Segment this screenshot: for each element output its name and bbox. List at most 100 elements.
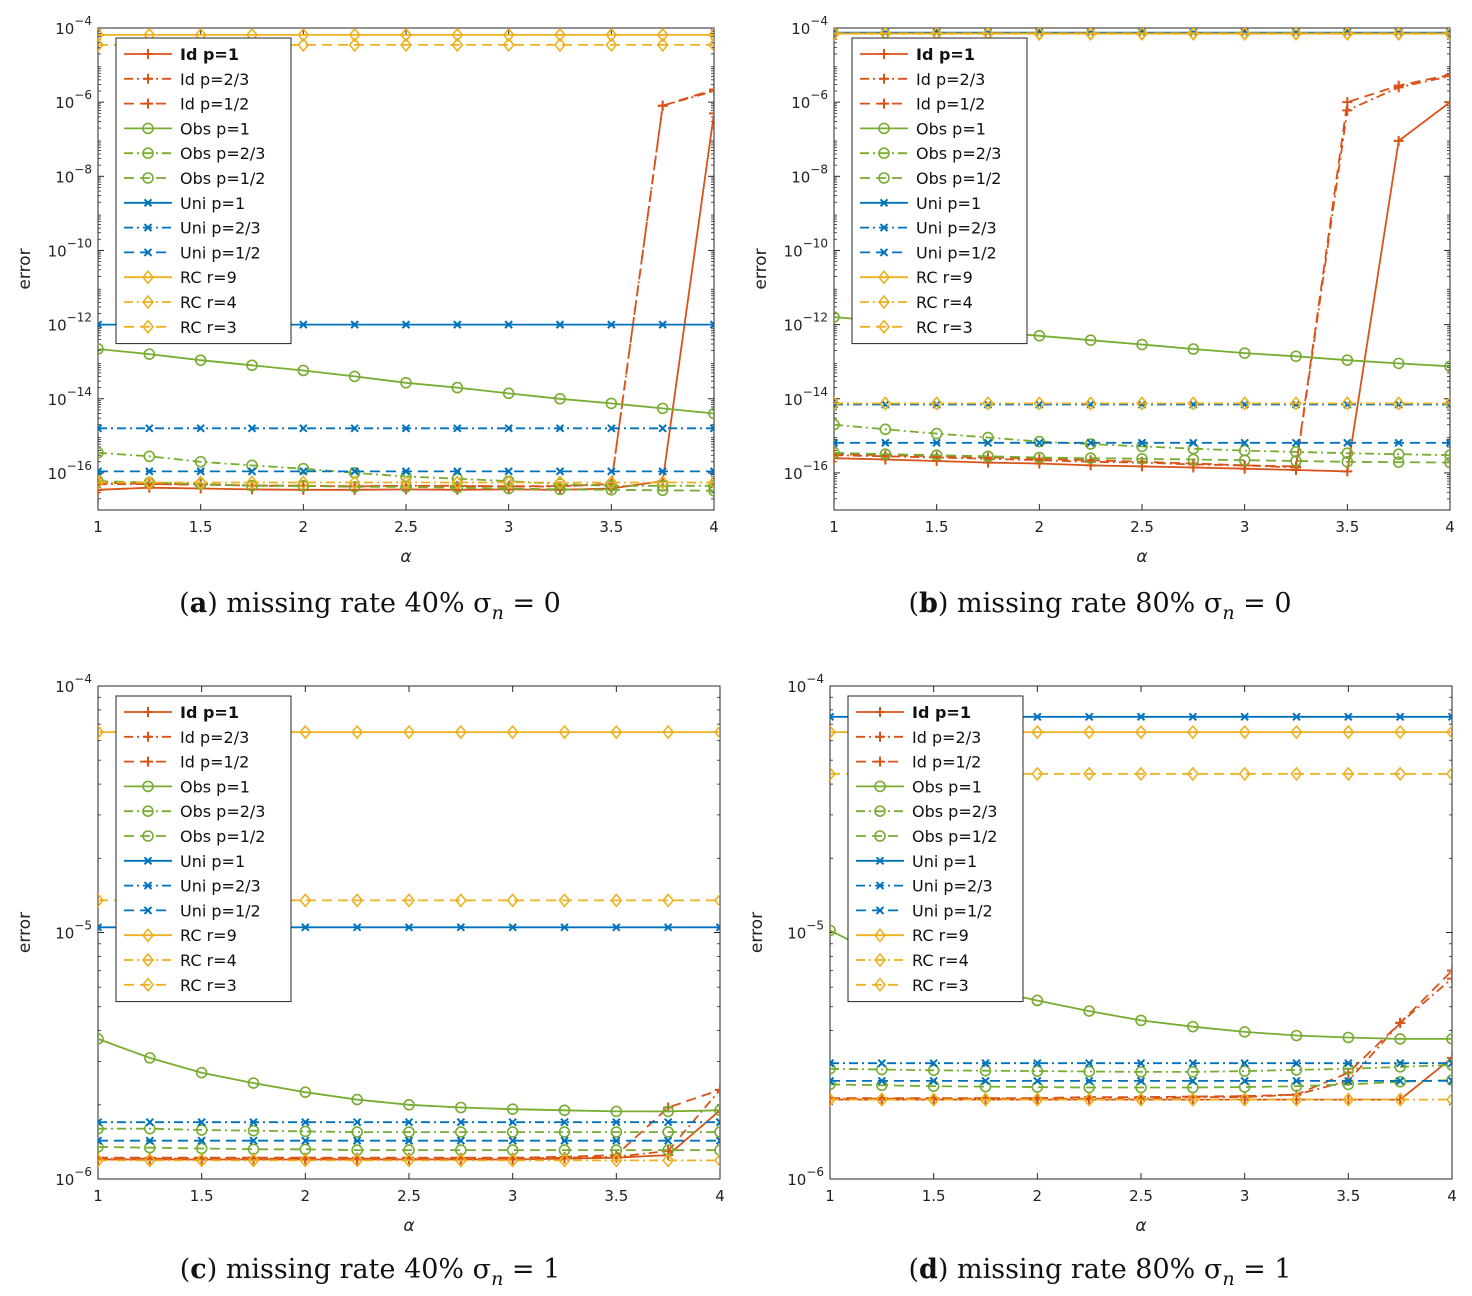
- data-point: [502, 475, 515, 490]
- data-point: [404, 1136, 414, 1145]
- data-point: [555, 320, 565, 329]
- data-point: [558, 893, 571, 908]
- legend-label: Uni p=1/2: [916, 243, 997, 262]
- data-point: [504, 320, 513, 329]
- y-tick-exponent: −4: [74, 14, 92, 28]
- x-tick-label: 3.5: [1336, 1187, 1360, 1205]
- data-point: [607, 320, 616, 329]
- data-point: [246, 479, 258, 492]
- data-point: [98, 467, 103, 476]
- data-point: [1341, 455, 1354, 468]
- legend-marker: [141, 319, 155, 335]
- y-tick-label: 10−16: [48, 459, 92, 483]
- legend-box: [115, 695, 292, 1003]
- legend-box: [851, 37, 1028, 345]
- legend: Id p=1 Id p=2/3 Id p=1/2 Obs p=1 Obs p=2/3 Ob…: [115, 695, 292, 1003]
- legend-marker: [143, 98, 153, 109]
- data-point: [502, 28, 515, 43]
- legend-label: RC r=9: [916, 268, 973, 287]
- data-point: [1394, 438, 1403, 447]
- y-tick-exponent: −6: [74, 1165, 92, 1179]
- data-point: [1394, 1033, 1406, 1045]
- data-point: [98, 1122, 104, 1135]
- x-axis-label: α: [1136, 547, 1147, 567]
- legend-marker: [141, 927, 155, 943]
- data-point: [932, 438, 941, 447]
- legend-marker: [878, 172, 890, 184]
- data-point: [1084, 712, 1094, 722]
- data-point: [610, 893, 623, 908]
- data-point: [504, 424, 513, 433]
- data-point: [143, 1153, 156, 1168]
- data-point: [399, 475, 413, 490]
- data-point: [610, 1126, 623, 1138]
- legend-marker: [875, 881, 885, 890]
- legend-marker: [143, 73, 153, 84]
- data-point: [554, 483, 566, 496]
- data-point: [506, 1153, 519, 1168]
- data-point: [709, 108, 714, 119]
- data-point: [1188, 1058, 1198, 1068]
- legend-label: Uni p=2/3: [180, 877, 261, 896]
- data-point: [881, 438, 890, 447]
- data-point: [656, 402, 669, 415]
- caption: (b) missing rate 80% σn = 0: [908, 588, 1291, 624]
- caption-paren-open: (: [908, 588, 919, 619]
- series-line: [98, 1127, 720, 1133]
- y-tick-exponent: −16: [67, 459, 92, 473]
- caption-equation: = 0: [1235, 588, 1292, 619]
- data-point: [1238, 724, 1251, 740]
- data-point: [1290, 766, 1303, 782]
- y-tick-label: 10−14: [784, 385, 828, 409]
- data-point: [352, 1117, 362, 1127]
- legend-marker: [143, 731, 153, 742]
- caption-paren-open: (: [180, 1254, 191, 1285]
- data-point: [1446, 1033, 1452, 1045]
- legend-marker: [875, 756, 885, 767]
- data-point: [715, 1084, 720, 1095]
- y-tick-label: 10−4: [55, 672, 92, 696]
- data-point: [1446, 1059, 1452, 1071]
- data-point: [1134, 766, 1148, 782]
- data-point: [196, 467, 205, 476]
- data-point: [455, 1101, 467, 1114]
- data-point: [1447, 712, 1452, 722]
- x-tick-label: 4: [709, 518, 719, 536]
- x-axis-label: α: [1135, 1216, 1146, 1236]
- y-tick-exponent: −6: [74, 88, 92, 102]
- data-point: [1238, 1026, 1251, 1038]
- legend-label: Uni p=2/3: [180, 219, 261, 238]
- data-point: [1290, 1029, 1303, 1042]
- legend-label: Obs p=1: [180, 119, 250, 138]
- data-point: [708, 484, 714, 497]
- y-axis-label: error: [751, 248, 771, 289]
- data-point: [1240, 1058, 1249, 1068]
- legend-marker: [143, 906, 153, 915]
- data-point: [98, 343, 104, 355]
- caption-subscript: n: [491, 1268, 503, 1290]
- data-point: [715, 1136, 720, 1145]
- data-point: [830, 712, 835, 722]
- legend-label: Uni p=1: [180, 852, 245, 871]
- data-point: [301, 923, 310, 932]
- y-tick-label: 10−8: [55, 162, 92, 186]
- data-point: [351, 1126, 363, 1138]
- data-point: [830, 1092, 837, 1107]
- data-point: [1445, 1092, 1452, 1107]
- caption-subscript: n: [1222, 1268, 1234, 1290]
- data-point: [875, 1092, 888, 1107]
- legend-marker: [875, 856, 885, 866]
- data-point: [451, 472, 464, 485]
- y-tick-label: 10−8: [791, 162, 828, 186]
- data-point: [247, 1077, 260, 1089]
- data-point: [249, 1136, 258, 1145]
- data-point: [194, 354, 207, 366]
- data-point: [1136, 1076, 1146, 1086]
- legend-box: [115, 37, 292, 345]
- data-point: [1188, 1076, 1198, 1086]
- data-point: [930, 396, 943, 411]
- data-point: [143, 450, 156, 463]
- data-point: [399, 37, 413, 53]
